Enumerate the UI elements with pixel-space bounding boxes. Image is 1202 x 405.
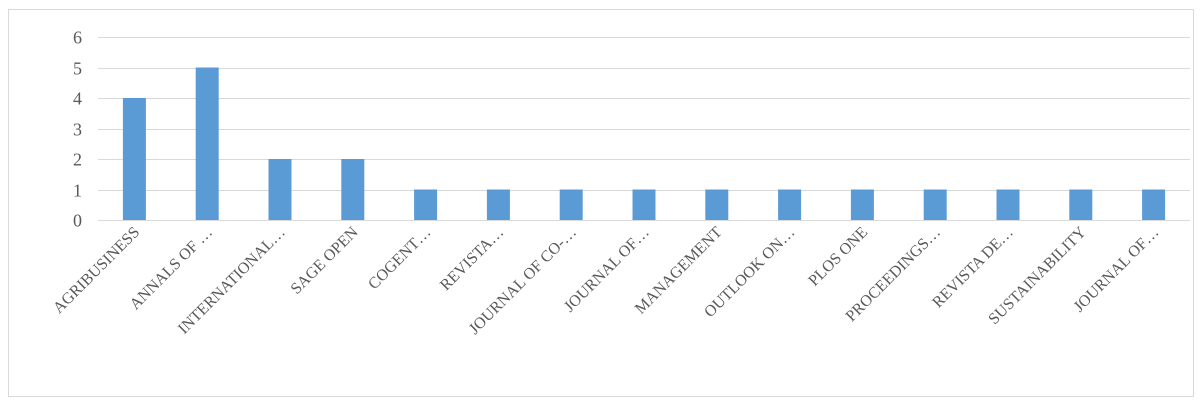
bar xyxy=(850,189,874,220)
bar xyxy=(122,98,146,220)
bar xyxy=(341,159,365,220)
y-tick-label: 2 xyxy=(73,150,82,170)
bar xyxy=(414,189,438,220)
bar xyxy=(559,189,583,220)
bar xyxy=(705,189,729,220)
category-label: SAGE OPEN xyxy=(288,223,362,297)
category-label: PLOS ONE xyxy=(805,224,871,290)
bar xyxy=(1142,189,1166,220)
bar xyxy=(632,189,656,220)
category-label: REVISTA… xyxy=(437,224,507,294)
bar xyxy=(1069,189,1093,220)
y-tick-label: 1 xyxy=(73,181,82,201)
y-tick-label: 5 xyxy=(73,59,82,79)
bar xyxy=(778,189,802,220)
category-label: COGENT… xyxy=(365,224,434,293)
y-axis-ticks: 0 1 2 3 4 5 6 xyxy=(73,28,82,231)
bar xyxy=(486,189,510,220)
bar xyxy=(996,189,1020,220)
bar xyxy=(268,159,292,220)
bar xyxy=(923,189,947,220)
y-tick-label: 3 xyxy=(73,120,82,140)
bars xyxy=(122,67,1166,220)
bar xyxy=(195,67,219,220)
y-tick-label: 0 xyxy=(73,211,82,231)
y-tick-label: 6 xyxy=(73,28,82,48)
y-tick-label: 4 xyxy=(73,89,82,109)
